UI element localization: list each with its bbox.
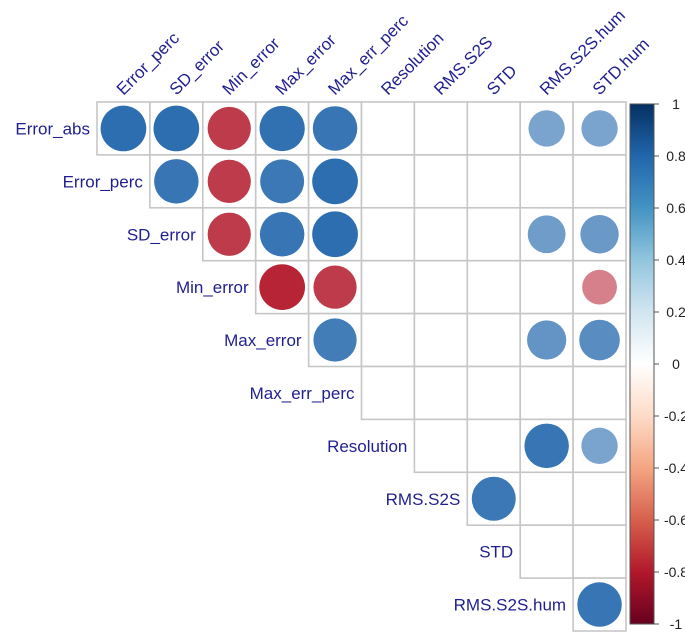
colorbar-tick-label: -0.4: [664, 460, 685, 476]
grid-cell: [413, 365, 469, 421]
grid-cell: [466, 312, 521, 368]
grid-cell: [519, 471, 574, 526]
correlation-circle: [312, 158, 358, 205]
grid-cell: [519, 365, 574, 421]
grid-cell: [572, 524, 627, 579]
row-label: Max_error: [224, 331, 302, 350]
colorbar-tick-label: 0: [672, 356, 680, 372]
grid-cell: [413, 207, 469, 262]
correlation-circle: [528, 110, 565, 147]
row-label: Resolution: [327, 437, 407, 456]
grid-cell: [466, 259, 521, 315]
grid-cell: [360, 259, 416, 315]
correlation-circle: [313, 318, 357, 362]
correlation-circle: [259, 264, 306, 311]
correlation-circle: [207, 159, 251, 203]
row-label: Max_err_perc: [250, 384, 355, 403]
grid-cell: [519, 154, 574, 209]
grid-cell: [519, 524, 574, 579]
correlation-circle: [207, 106, 251, 151]
correlation-circle: [524, 423, 569, 469]
colorbar-tick-label: 1: [672, 96, 680, 112]
colorbar-tick-label: 0.2: [666, 304, 685, 320]
grid-cell: [413, 154, 469, 209]
grid-cell: [413, 101, 469, 156]
correlation-circle: [260, 159, 305, 204]
correlation-circle: [100, 105, 147, 152]
grid-cell: [466, 154, 521, 209]
correlation-circle: [471, 476, 516, 521]
colorbar: 1 0.8 0.6 0.4 0.2 0 -0.2 -0.4 -0.6 -0.8 -1: [629, 96, 685, 632]
colorbar-tick-label: -0.2: [664, 408, 685, 424]
row-label: STD: [479, 543, 513, 562]
correlation-circle: [582, 269, 617, 305]
correlation-circle: [581, 110, 618, 147]
grid-cell: [466, 365, 521, 421]
row-label: RMS.S2S: [386, 490, 461, 509]
colorbar-tick-label: 0.6: [666, 200, 685, 216]
correlation-circle: [313, 265, 357, 309]
grid-cell: [413, 312, 469, 368]
colorbar-tick-label: -0.8: [664, 564, 685, 580]
correlation-circle: [577, 582, 622, 627]
row-label: RMS.S2S.hum: [454, 596, 566, 615]
correlation-circle: [579, 319, 620, 361]
grid-cell: [360, 101, 416, 156]
row-label: Error_perc: [63, 172, 144, 191]
column-label: STD: [483, 61, 520, 98]
colorbar-tick-label: 0.4: [666, 252, 685, 268]
grid-cell: [519, 259, 574, 315]
grid-cell: [466, 101, 521, 156]
grid-cell: [360, 312, 416, 368]
row-label: SD_error: [127, 225, 196, 244]
correlation-circle: [581, 427, 618, 465]
grid-cell: [466, 418, 521, 474]
grid-cell: [466, 207, 521, 262]
correlation-circle: [259, 212, 305, 257]
grid-cell: [360, 207, 416, 262]
grid-cell: [413, 259, 469, 315]
circle-layer: [100, 105, 622, 627]
grid-cell: [360, 365, 416, 421]
correlation-circle: [312, 106, 358, 151]
correlation-circle: [527, 320, 567, 360]
grid-cell: [413, 418, 469, 474]
grid-cell: [360, 154, 416, 209]
colorbar-tick-label: 0.8: [666, 148, 685, 164]
correlation-circle: [207, 212, 251, 256]
correlation-circle: [527, 215, 566, 254]
colorbar-tick-label: -0.6: [664, 512, 685, 528]
colorbar-tick-label: -1: [670, 616, 683, 632]
grid-cell: [572, 365, 627, 421]
correlation-circle: [580, 215, 619, 254]
correlation-circle: [259, 105, 305, 152]
grid-cell: [572, 471, 627, 526]
row-label: Min_error: [176, 278, 249, 297]
colorbar-gradient: [629, 103, 655, 625]
grid-cell: [572, 154, 627, 209]
correlation-circle: [153, 105, 200, 152]
row-label: Error_abs: [15, 119, 90, 138]
correlation-circle: [312, 211, 358, 258]
correlation-circle: [154, 159, 199, 204]
